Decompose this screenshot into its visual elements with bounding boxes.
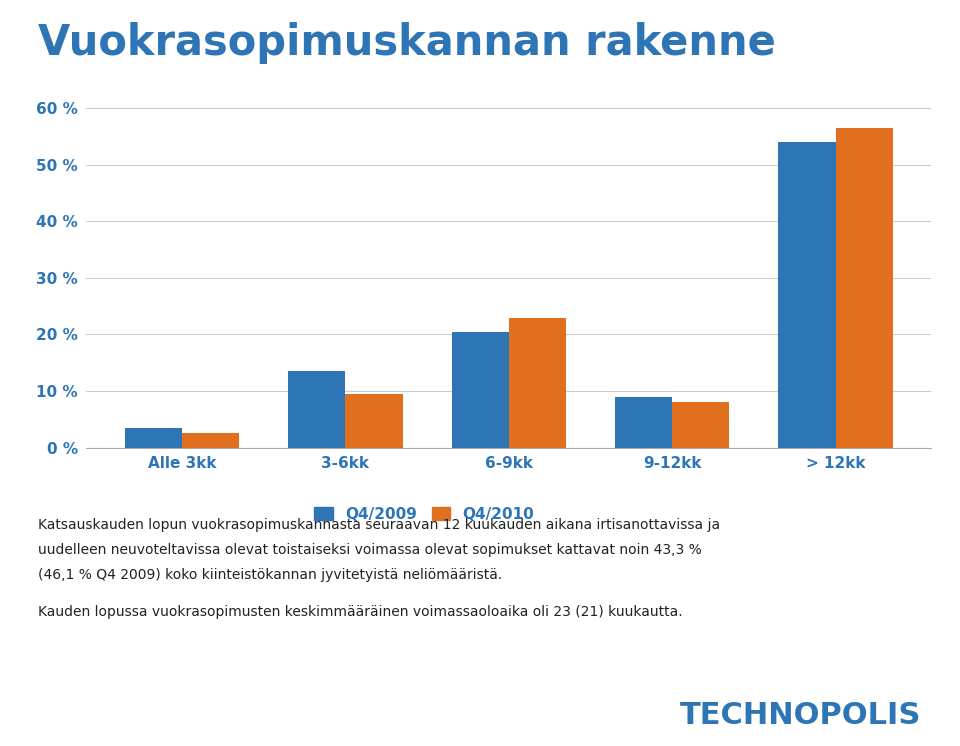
Bar [125, 427, 182, 448]
Bar [346, 394, 402, 448]
Text: Kauden lopussa vuokrasopimusten keskimmääräinen voimassaoloaika oli 23 (21) kuuk: Kauden lopussa vuokrasopimusten keskimmä… [38, 604, 683, 618]
Legend: Q4/2009, Q4/2010: Q4/2009, Q4/2010 [308, 501, 540, 528]
Text: TECHNOPOLIS: TECHNOPOLIS [681, 700, 922, 730]
Text: uudelleen neuvoteltavissa olevat toistaiseksi voimassa olevat sopimukset kattava: uudelleen neuvoteltavissa olevat toistai… [38, 543, 702, 557]
Bar [182, 433, 239, 448]
Bar [509, 318, 566, 448]
Bar [672, 402, 730, 448]
Bar [779, 142, 835, 448]
Bar [451, 332, 509, 448]
Bar [615, 397, 672, 448]
Text: Katsauskauden lopun vuokrasopimuskannasta seuraavan 12 kuukauden aikana irtisano: Katsauskauden lopun vuokrasopimuskannast… [38, 518, 721, 533]
Bar [835, 128, 893, 448]
Bar [288, 372, 346, 448]
Text: Vuokrasopimuskannan rakenne: Vuokrasopimuskannan rakenne [38, 22, 777, 64]
Text: (46,1 % Q4 2009) koko kiinteistökannan jyvitetyistä neliömääristä.: (46,1 % Q4 2009) koko kiinteistökannan j… [38, 568, 503, 582]
